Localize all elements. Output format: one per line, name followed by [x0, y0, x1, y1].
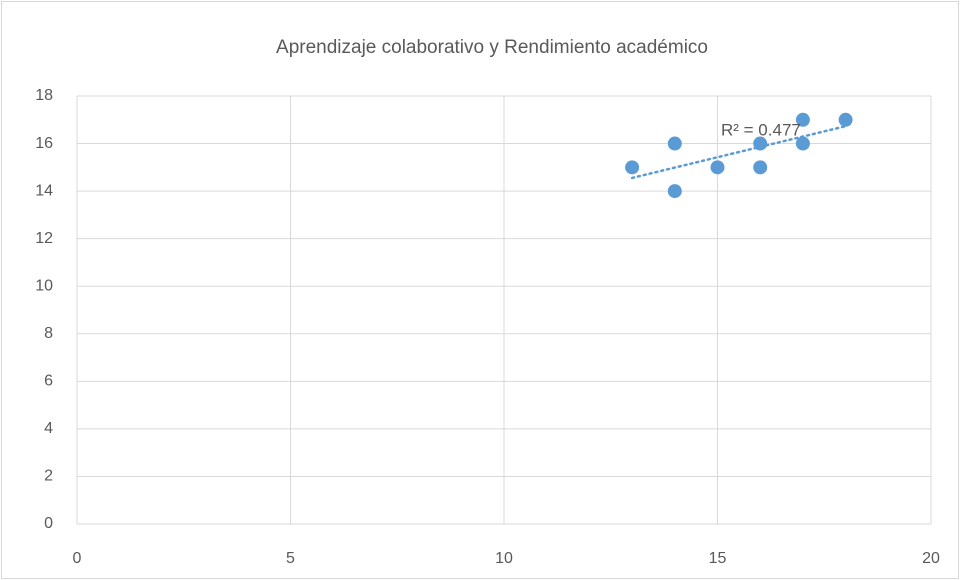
x-tick-label: 5 [286, 550, 295, 567]
y-tick-label: 4 [44, 420, 53, 437]
annotation: R² = 0.477 [721, 120, 801, 139]
x-tick-label: 0 [73, 550, 82, 567]
y-tick-label: 6 [44, 373, 53, 390]
point [795, 136, 810, 151]
y-tick-label: 18 [35, 87, 53, 104]
point [625, 160, 640, 175]
y-tick-label: 12 [35, 230, 53, 247]
y-tick-label: 14 [35, 182, 53, 199]
trendline [630, 124, 847, 180]
point [795, 112, 810, 127]
y-tick-label: 2 [44, 468, 53, 485]
y-tick-label: 0 [44, 515, 53, 532]
y-tick-label: 16 [35, 135, 53, 152]
point [710, 160, 725, 175]
point [667, 136, 682, 151]
point [753, 160, 768, 175]
y-tick-label: 10 [35, 277, 53, 294]
point [667, 184, 682, 199]
point [838, 112, 853, 127]
x-tick-label: 10 [495, 550, 513, 567]
x-tick-label: 15 [709, 550, 727, 567]
point [753, 136, 768, 151]
y-tick-label: 8 [44, 325, 53, 342]
x-tick-label: 20 [922, 550, 940, 567]
chart-title: Aprendizaje colaborativo y Rendimiento a… [276, 37, 708, 58]
